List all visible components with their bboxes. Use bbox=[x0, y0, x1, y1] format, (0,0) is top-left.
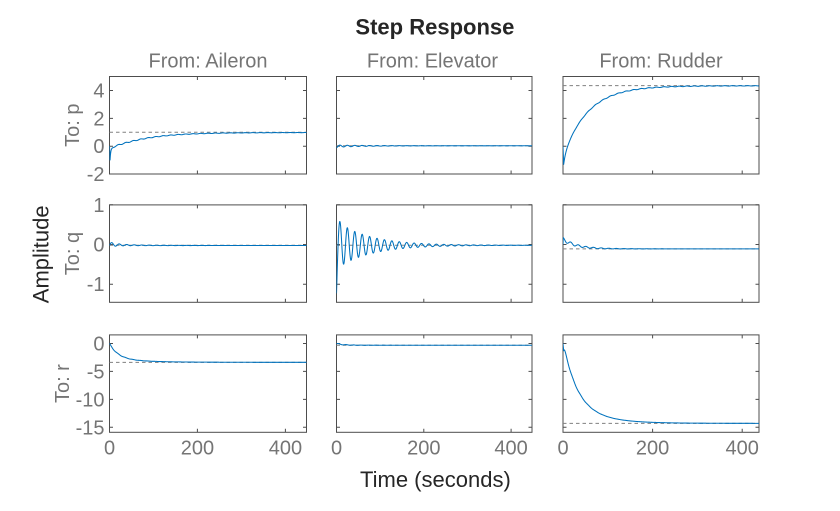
svg-text:200: 200 bbox=[181, 438, 214, 460]
svg-text:0: 0 bbox=[93, 235, 104, 257]
svg-text:0: 0 bbox=[557, 438, 568, 460]
svg-text:400: 400 bbox=[269, 438, 302, 460]
svg-text:-1: -1 bbox=[87, 274, 105, 296]
svg-text:From: Aileron: From: Aileron bbox=[149, 51, 268, 73]
svg-text:Time (seconds): Time (seconds) bbox=[360, 467, 511, 492]
svg-text:2: 2 bbox=[93, 108, 104, 130]
svg-text:4: 4 bbox=[93, 81, 104, 103]
svg-text:0: 0 bbox=[93, 334, 104, 356]
svg-text:Amplitude: Amplitude bbox=[28, 205, 53, 303]
svg-text:0: 0 bbox=[104, 438, 115, 460]
svg-text:-5: -5 bbox=[87, 361, 105, 383]
svg-text:200: 200 bbox=[407, 438, 440, 460]
svg-text:0: 0 bbox=[331, 438, 342, 460]
svg-text:1: 1 bbox=[93, 195, 104, 217]
svg-text:400: 400 bbox=[726, 438, 759, 460]
svg-text:From: Rudder: From: Rudder bbox=[599, 51, 723, 73]
svg-text:From: Elevator: From: Elevator bbox=[367, 51, 498, 73]
svg-text:-2: -2 bbox=[87, 164, 105, 186]
svg-text:400: 400 bbox=[494, 438, 527, 460]
svg-text:-10: -10 bbox=[76, 389, 105, 411]
svg-text:0: 0 bbox=[93, 136, 104, 158]
svg-text:To: r: To: r bbox=[52, 364, 74, 403]
svg-text:-15: -15 bbox=[76, 417, 105, 439]
svg-text:To: q: To: q bbox=[62, 232, 84, 275]
svg-text:Step Response: Step Response bbox=[355, 15, 514, 40]
svg-text:200: 200 bbox=[636, 438, 669, 460]
svg-text:To: p: To: p bbox=[62, 104, 84, 147]
